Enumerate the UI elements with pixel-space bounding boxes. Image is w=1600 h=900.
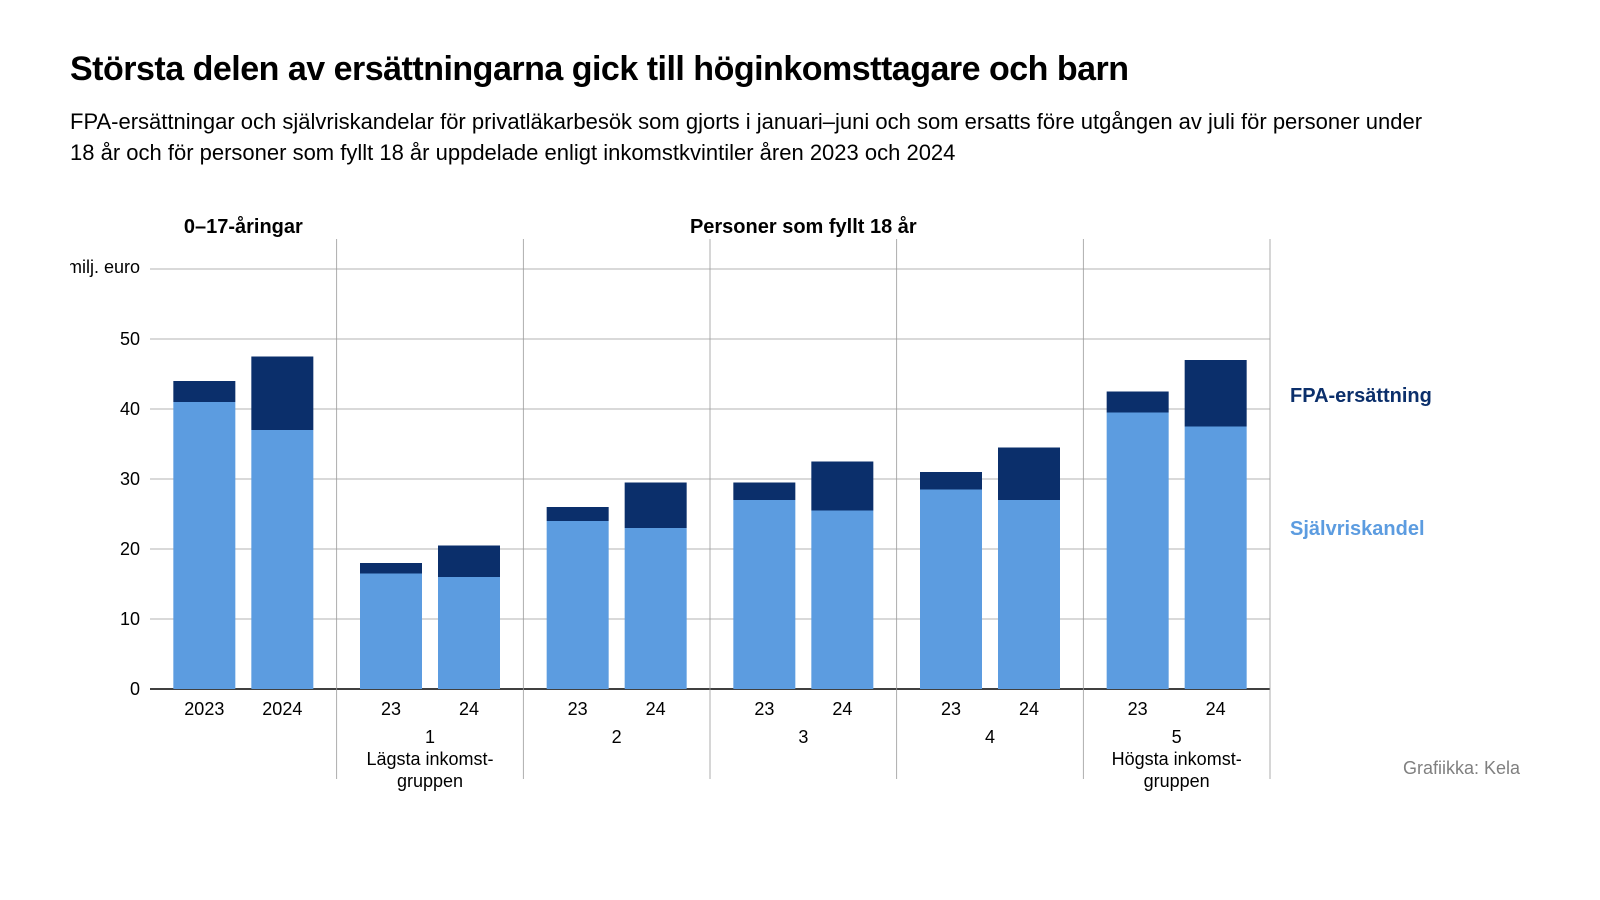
chart-credit: Grafiikka: Kela <box>1403 758 1520 779</box>
x-tick-label: 2023 <box>184 699 224 719</box>
right-panel-header: Personer som fyllt 18 år <box>690 215 917 238</box>
x-tick-label: 23 <box>941 699 961 719</box>
bar-bottom-segment <box>733 500 795 689</box>
svg-text:20: 20 <box>120 539 140 559</box>
chart-container: 0102030405060 milj. euro2023202423241Läg… <box>70 209 1530 829</box>
bar-top-segment <box>1185 360 1247 427</box>
group-label: Högsta inkomst- <box>1112 749 1242 769</box>
bar-top-segment <box>251 356 313 430</box>
bar-top-segment <box>625 482 687 528</box>
x-tick-label: 2024 <box>262 699 302 719</box>
x-tick-label: 23 <box>1128 699 1148 719</box>
bar-top-segment <box>438 545 500 577</box>
bar-bottom-segment <box>547 521 609 689</box>
bar-bottom-segment <box>920 489 982 689</box>
svg-text:40: 40 <box>120 399 140 419</box>
group-label: 1 <box>425 727 435 747</box>
x-tick-label: 24 <box>459 699 479 719</box>
x-tick-label: 23 <box>754 699 774 719</box>
svg-text:60 milj. euro: 60 milj. euro <box>70 257 140 277</box>
svg-text:0: 0 <box>130 679 140 699</box>
bar-bottom-segment <box>811 510 873 689</box>
x-tick-label: 23 <box>568 699 588 719</box>
bar-bottom-segment <box>251 430 313 689</box>
group-label: gruppen <box>1144 771 1210 791</box>
bar-top-segment <box>998 447 1060 500</box>
x-tick-label: 24 <box>1019 699 1039 719</box>
bar-top-segment <box>547 507 609 521</box>
bar-bottom-segment <box>1185 426 1247 689</box>
chart-subtitle: FPA-ersättningar och självriskandelar fö… <box>70 107 1450 169</box>
group-label: 2 <box>612 727 622 747</box>
group-label: 4 <box>985 727 995 747</box>
legend-bottom: Självriskandel <box>1290 518 1425 540</box>
x-tick-label: 24 <box>1206 699 1226 719</box>
svg-text:50: 50 <box>120 329 140 349</box>
x-tick-label: 24 <box>832 699 852 719</box>
svg-text:30: 30 <box>120 469 140 489</box>
chart-title: Största delen av ersättningarna gick til… <box>70 50 1530 89</box>
bar-bottom-segment <box>173 402 235 689</box>
x-tick-label: 23 <box>381 699 401 719</box>
x-tick-label: 24 <box>646 699 666 719</box>
bar-top-segment <box>1107 391 1169 412</box>
group-label: gruppen <box>397 771 463 791</box>
bar-bottom-segment <box>998 500 1060 689</box>
bar-top-segment <box>173 381 235 402</box>
bar-bottom-segment <box>625 528 687 689</box>
bar-top-segment <box>360 563 422 574</box>
group-label: 5 <box>1172 727 1182 747</box>
bar-top-segment <box>811 461 873 510</box>
bar-top-segment <box>733 482 795 500</box>
stacked-bar-chart: 0102030405060 milj. euro2023202423241Läg… <box>70 209 1530 829</box>
group-label: Lägsta inkomst- <box>366 749 493 769</box>
legend-top: FPA-ersättning <box>1290 385 1432 407</box>
bar-top-segment <box>920 472 982 490</box>
left-panel-header: 0–17-åringar <box>184 215 303 238</box>
bar-bottom-segment <box>1107 412 1169 689</box>
bar-bottom-segment <box>438 577 500 689</box>
bar-bottom-segment <box>360 573 422 689</box>
svg-text:10: 10 <box>120 609 140 629</box>
group-label: 3 <box>798 727 808 747</box>
